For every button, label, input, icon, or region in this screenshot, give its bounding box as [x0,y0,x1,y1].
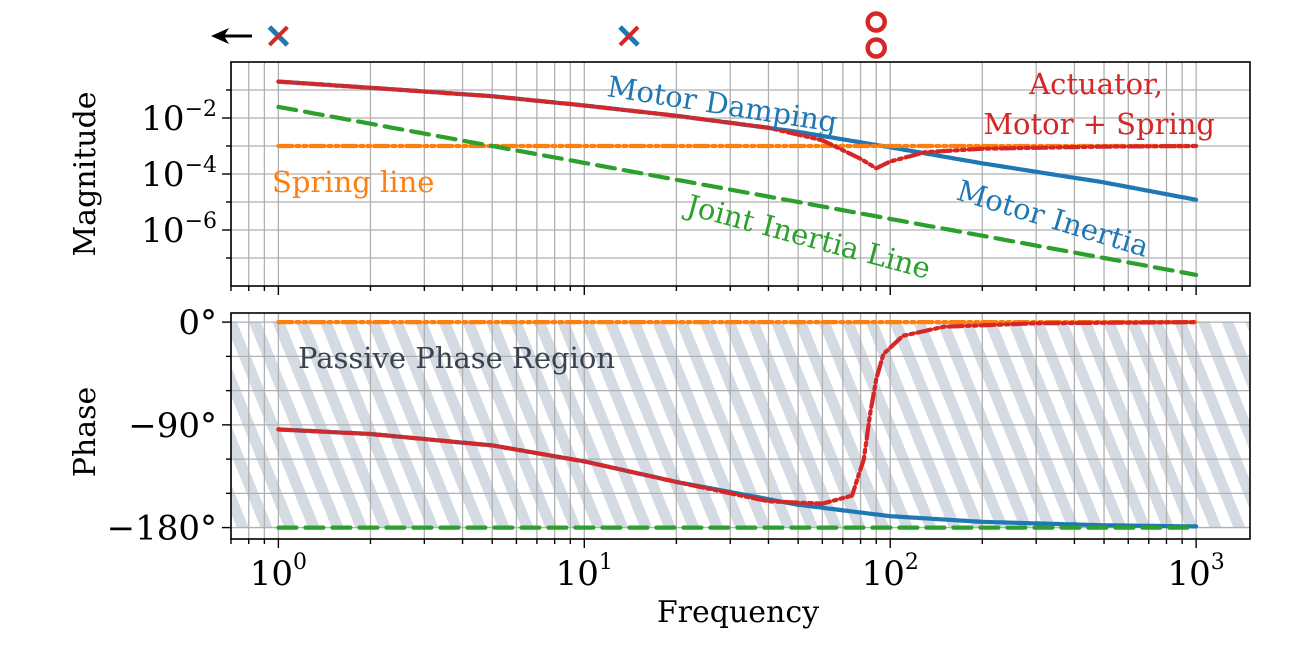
frequency-tick-label: 101 [556,550,613,594]
actuator-label-line2: Motor + Spring [983,107,1215,141]
frequency-xlabel: Frequency [657,595,819,630]
phase-ylabel: Phase [68,387,103,478]
phase-ticks [222,321,1197,548]
passive-phase-region-label: Passive Phase Region [298,341,615,375]
magnitude-ticks [222,89,1197,295]
phase-ytick-label: −90° [128,406,217,446]
left-arrow-icon [211,28,252,44]
magnitude-panel: 10−210−410−6 Magnitude Motor Damping Mot… [68,11,1251,295]
frequency-tick-label: 103 [1167,550,1224,594]
phase-ytick-label: 0° [178,303,217,343]
frequency-tick-labels: 100 101 102 103 [250,550,1225,594]
zero-marker [865,37,887,59]
phase-axes-frame [230,312,1251,540]
magnitude-ytick-label: 10−2 [141,97,217,139]
pole-zero-markers [267,11,887,59]
frequency-tick-label: 102 [862,550,919,594]
phase-ytick-labels: 0° −90° −180° [107,303,217,548]
actuator-label-line1: Actuator, [1028,67,1163,101]
phase-panel: 0° −90° −180° 100 101 102 103 Phase Frequency… [68,303,1251,630]
actuator-curve [276,320,1199,506]
magnitude-ytick-label: 10−6 [141,209,217,251]
frequency-tick-label: 100 [250,550,307,594]
magnitude-ytick-label: 10−4 [141,153,217,195]
magnitude-ytick-labels: 10−2 10−4 10−6 [141,97,217,251]
phase-series [276,320,1199,530]
actuator-curve [276,79,1199,171]
zero-marker [865,11,887,33]
joint-curve [276,104,1199,277]
magnitude-ylabel: Magnitude [68,91,103,256]
pole-marker [267,25,289,47]
spring-line-label: Spring line [272,165,434,199]
magnitude-series [276,79,1199,277]
phase-ytick-label: −180° [107,509,217,549]
pole-marker [618,25,640,47]
